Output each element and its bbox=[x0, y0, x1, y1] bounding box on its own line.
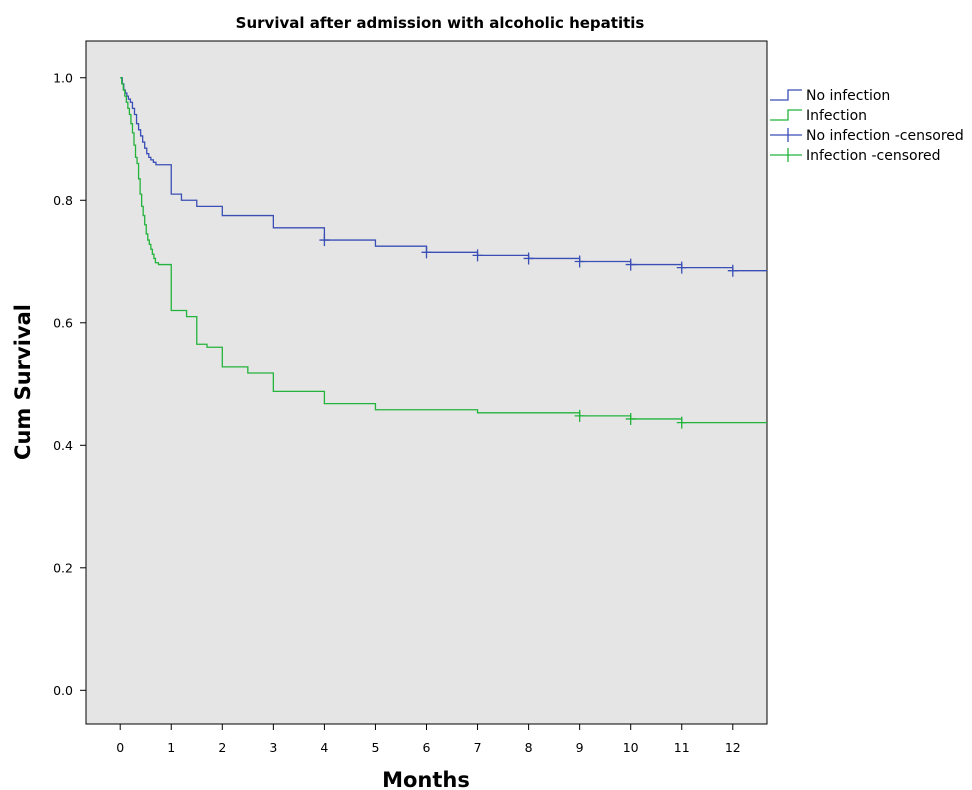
censor-mark-infection bbox=[625, 412, 636, 425]
y-axis: 0.0 0.2 0.4 0.6 0.8 1.0 bbox=[53, 70, 86, 698]
censor-mark-no-infection bbox=[319, 234, 330, 247]
legend-label-infection: Infection bbox=[806, 108, 867, 124]
x-tick-label: 1 bbox=[167, 740, 175, 755]
censor-mark-infection bbox=[574, 409, 585, 422]
y-tick-label: 1.0 bbox=[53, 70, 73, 85]
censor-mark-no-infection bbox=[523, 252, 534, 265]
x-axis-title: Months bbox=[382, 768, 470, 790]
legend-swatch-infection-censored bbox=[770, 148, 802, 162]
x-tick-label: 9 bbox=[576, 740, 584, 755]
x-tick-label: 4 bbox=[320, 740, 328, 755]
x-tick-label: 12 bbox=[725, 740, 741, 755]
censor-mark-no-infection bbox=[472, 249, 483, 262]
censor-mark-no-infection bbox=[727, 264, 738, 277]
censor-mark-no-infection bbox=[625, 258, 636, 271]
y-tick-label: 0.2 bbox=[53, 560, 73, 575]
y-tick-label: 0.4 bbox=[53, 438, 73, 453]
x-tick-label: 10 bbox=[623, 740, 639, 755]
censor-mark-no-infection bbox=[574, 255, 585, 268]
x-tick-label: 3 bbox=[269, 740, 277, 755]
x-tick-label: 6 bbox=[423, 740, 431, 755]
legend-label-no-infection-censored: No infection -censored bbox=[806, 128, 964, 144]
x-tick-label: 7 bbox=[474, 740, 482, 755]
chart-title: Survival after admission with alcoholic … bbox=[236, 14, 645, 32]
plot-area bbox=[85, 40, 768, 725]
legend: No infection Infection No infection -cen… bbox=[770, 88, 964, 164]
legend-swatch-no-infection-censored bbox=[770, 128, 802, 142]
censor-mark-no-infection bbox=[676, 261, 687, 274]
y-tick-label: 0.0 bbox=[53, 683, 73, 698]
x-tick-label: 0 bbox=[116, 740, 124, 755]
x-tick-label: 8 bbox=[525, 740, 533, 755]
y-axis-title: Cum Survival bbox=[11, 304, 35, 460]
y-tick-label: 0.6 bbox=[53, 315, 73, 330]
series-line-no-infection bbox=[120, 77, 767, 272]
x-axis: 0 1 2 3 4 5 6 7 8 9 10 11 12 bbox=[116, 724, 741, 755]
legend-label-no-infection: No infection bbox=[806, 88, 890, 104]
series-line-infection bbox=[120, 77, 767, 424]
series-layer bbox=[120, 77, 767, 429]
x-tick-label: 5 bbox=[371, 740, 379, 755]
censor-mark-infection bbox=[676, 416, 687, 429]
x-tick-label: 11 bbox=[674, 740, 690, 755]
x-tick-label: 2 bbox=[218, 740, 226, 755]
censor-mark-no-infection bbox=[421, 246, 432, 259]
y-tick-label: 0.8 bbox=[53, 193, 73, 208]
legend-swatch-no-infection bbox=[770, 89, 802, 101]
legend-swatch-infection bbox=[770, 109, 802, 121]
legend-label-infection-censored: Infection -censored bbox=[806, 148, 941, 164]
